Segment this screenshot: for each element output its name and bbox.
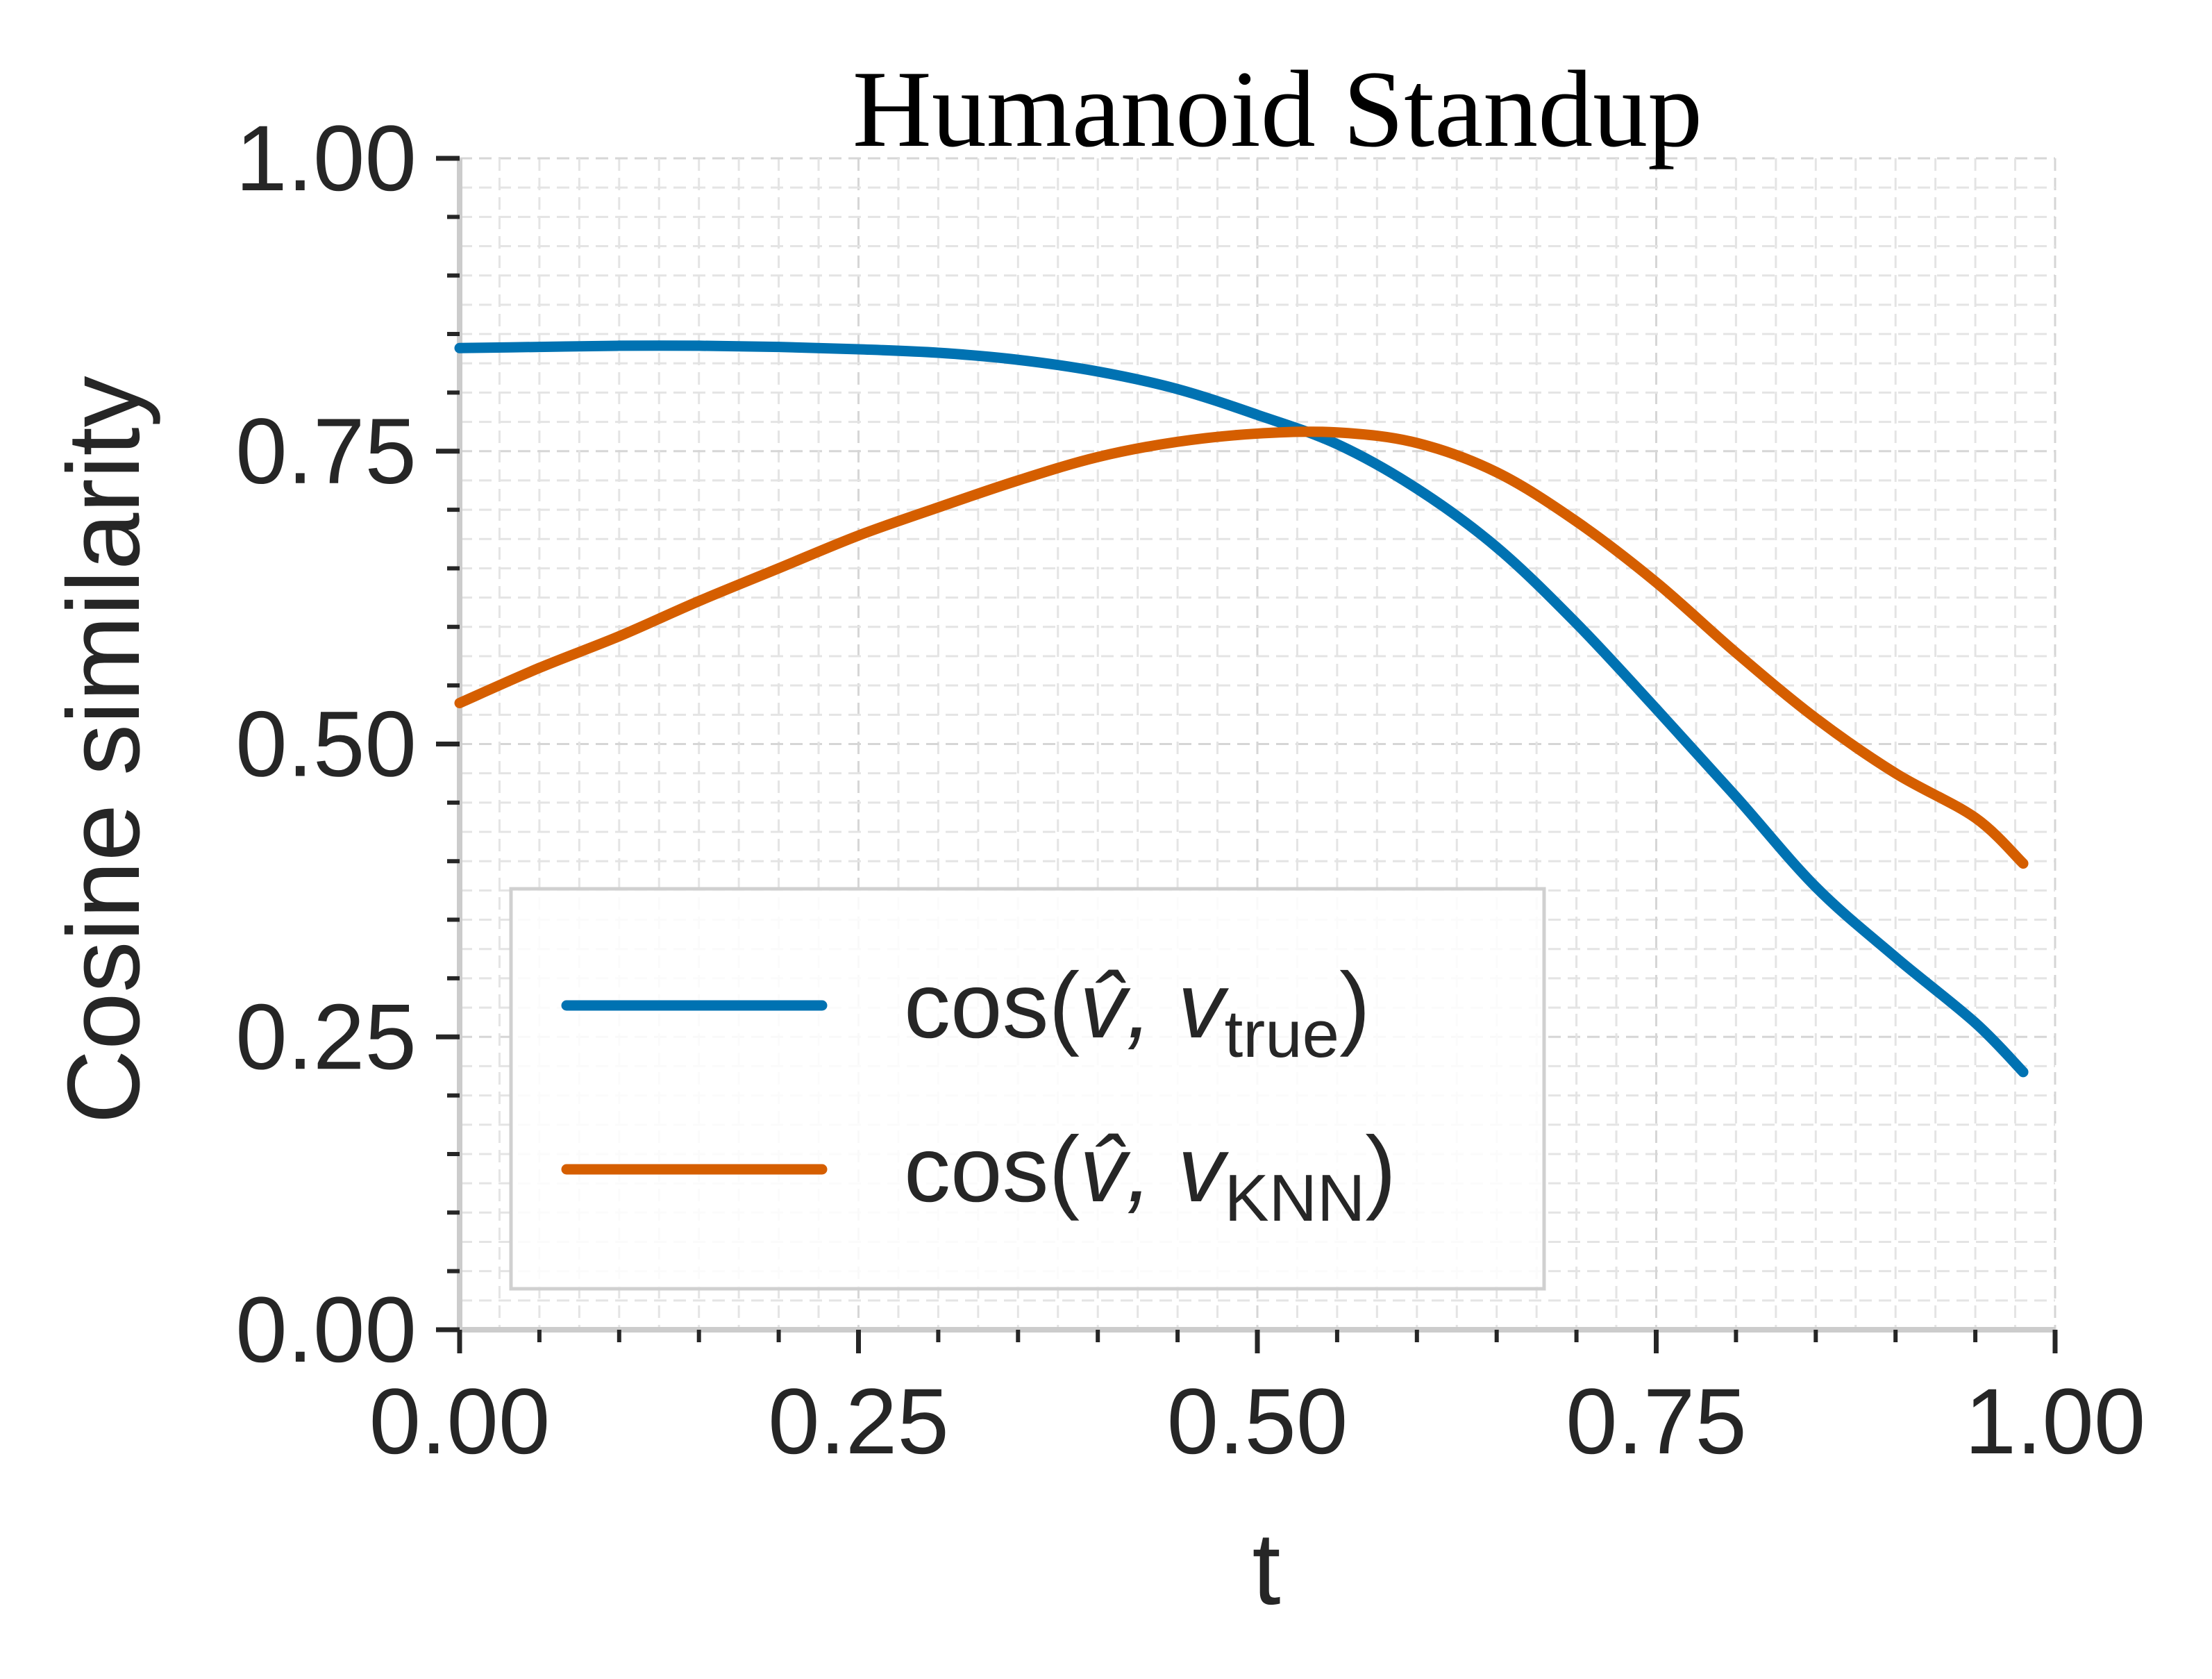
legend-text-close: ) <box>1339 954 1371 1058</box>
legend-text-subscript: KNN <box>1225 1161 1366 1235</box>
legend-box <box>509 887 1546 1291</box>
series-line-knn <box>454 426 2029 869</box>
x-tick-label: 0.00 <box>369 1370 551 1473</box>
legend-text-main: cos( <box>904 954 1080 1058</box>
legend-text-main: cos( <box>904 1118 1080 1221</box>
legend-label-true: cos(v̂, vtrue) <box>904 954 1371 1071</box>
x-tick-label: 0.75 <box>1566 1370 1747 1473</box>
series-layer <box>454 340 2029 1078</box>
x-tick-label: 0.25 <box>768 1370 949 1473</box>
x-axis-label: t <box>1252 1512 1280 1626</box>
x-tick-label: 1.00 <box>1965 1370 2146 1473</box>
axes: 0.00 0.25 0.50 0.75 1.00 0.00 0.25 0.50 0.75 1.00 <box>235 107 2145 1473</box>
y-tick-label: 0.50 <box>235 693 417 796</box>
legend-text-var: v̂, v <box>1080 954 1229 1058</box>
legend-label-knn: cos(v̂, vKNN) <box>904 1118 1396 1235</box>
x-tick-label: 0.50 <box>1167 1370 1348 1473</box>
legend-text-close: ) <box>1365 1118 1396 1221</box>
chart-title: Humanoid Standup <box>853 49 1702 170</box>
y-tick-label: 0.00 <box>235 1278 417 1382</box>
y-tick-label: 1.00 <box>235 107 417 210</box>
y-tick-label: 0.75 <box>235 400 417 503</box>
legend-text-var: v̂, v <box>1080 1118 1229 1221</box>
y-tick-label: 0.25 <box>235 985 417 1089</box>
y-axis-label: Cosine similarity <box>47 376 161 1123</box>
legend: cos(v̂, vtrue)cos(v̂, vKNN) <box>509 887 1546 1291</box>
legend-text-subscript: true <box>1225 997 1339 1071</box>
